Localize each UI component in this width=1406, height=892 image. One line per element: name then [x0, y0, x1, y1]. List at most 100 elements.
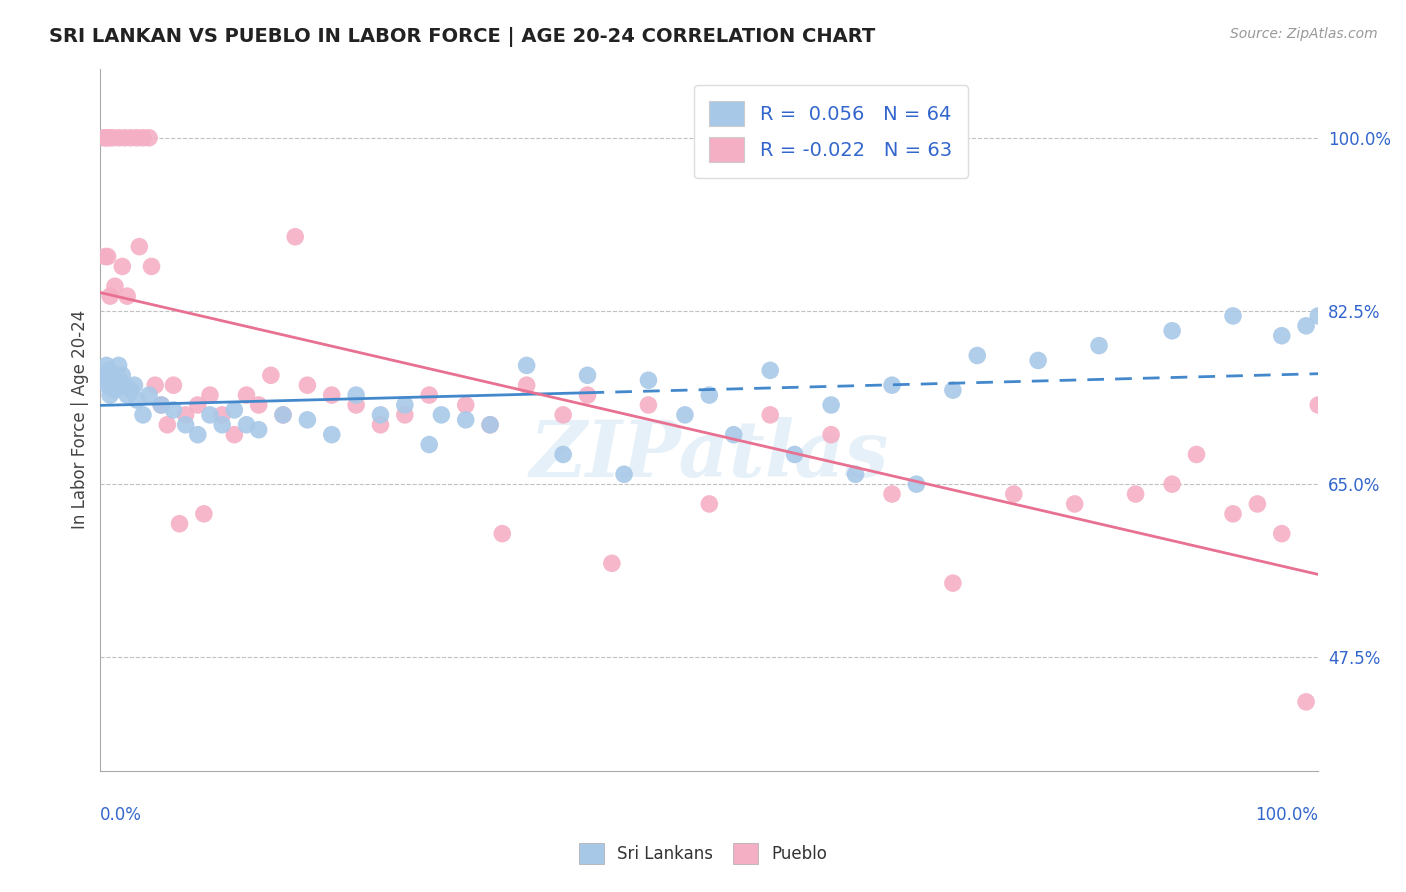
- Legend: R =  0.056   N = 64, R = -0.022   N = 63: R = 0.056 N = 64, R = -0.022 N = 63: [693, 86, 967, 178]
- Point: [321, 427, 343, 442]
- Point: [454, 413, 477, 427]
- Point: [128, 240, 150, 254]
- Point: [235, 417, 257, 432]
- Point: [820, 398, 842, 412]
- Point: [132, 408, 155, 422]
- Point: [271, 408, 294, 422]
- Point: [114, 378, 136, 392]
- Point: [104, 279, 127, 293]
- Point: [211, 417, 233, 432]
- Point: [697, 388, 720, 402]
- Point: [1308, 309, 1330, 323]
- Point: [138, 388, 160, 402]
- Point: [120, 383, 142, 397]
- Point: [942, 576, 965, 591]
- Point: [132, 130, 155, 145]
- Point: [966, 349, 988, 363]
- Point: [138, 130, 160, 145]
- Point: [193, 507, 215, 521]
- Point: [553, 447, 575, 461]
- Point: [187, 398, 209, 412]
- Point: [111, 260, 134, 274]
- Text: Source: ZipAtlas.com: Source: ZipAtlas.com: [1230, 27, 1378, 41]
- Point: [344, 388, 367, 402]
- Point: [98, 388, 121, 402]
- Point: [224, 427, 246, 442]
- Point: [115, 388, 138, 402]
- Point: [820, 427, 842, 442]
- Point: [100, 368, 122, 383]
- Point: [96, 359, 118, 373]
- Point: [576, 388, 599, 402]
- Point: [141, 260, 163, 274]
- Point: [905, 477, 928, 491]
- Point: [108, 373, 131, 387]
- Point: [156, 417, 179, 432]
- Point: [418, 388, 440, 402]
- Point: [479, 417, 502, 432]
- Point: [150, 398, 173, 412]
- Point: [103, 378, 125, 392]
- Point: [430, 408, 453, 422]
- Text: 0.0%: 0.0%: [100, 806, 142, 824]
- Point: [98, 289, 121, 303]
- Legend: Sri Lankans, Pueblo: Sri Lankans, Pueblo: [572, 837, 834, 871]
- Point: [880, 487, 903, 501]
- Point: [198, 408, 221, 422]
- Point: [491, 526, 513, 541]
- Point: [697, 497, 720, 511]
- Point: [454, 398, 477, 412]
- Point: [187, 427, 209, 442]
- Point: [120, 130, 142, 145]
- Point: [1161, 477, 1184, 491]
- Point: [321, 388, 343, 402]
- Point: [1295, 695, 1317, 709]
- Point: [107, 378, 129, 392]
- Point: [394, 408, 416, 422]
- Point: [143, 378, 166, 392]
- Point: [101, 373, 124, 387]
- Text: ZIPatlas: ZIPatlas: [530, 417, 889, 493]
- Point: [516, 359, 538, 373]
- Point: [880, 378, 903, 392]
- Point: [224, 403, 246, 417]
- Point: [101, 130, 124, 145]
- Point: [344, 398, 367, 412]
- Point: [673, 408, 696, 422]
- Point: [1185, 447, 1208, 461]
- Point: [1222, 309, 1244, 323]
- Point: [1026, 353, 1049, 368]
- Point: [260, 368, 283, 383]
- Point: [613, 467, 636, 482]
- Point: [235, 388, 257, 402]
- Point: [96, 130, 118, 145]
- Point: [97, 378, 120, 392]
- Point: [1161, 324, 1184, 338]
- Point: [1271, 328, 1294, 343]
- Point: [271, 408, 294, 422]
- Point: [211, 408, 233, 422]
- Point: [174, 417, 197, 432]
- Point: [516, 378, 538, 392]
- Point: [105, 368, 128, 383]
- Y-axis label: In Labor Force | Age 20-24: In Labor Force | Age 20-24: [72, 310, 89, 530]
- Point: [1295, 318, 1317, 333]
- Point: [97, 250, 120, 264]
- Point: [479, 417, 502, 432]
- Point: [297, 413, 319, 427]
- Point: [247, 423, 270, 437]
- Point: [115, 289, 138, 303]
- Point: [162, 403, 184, 417]
- Point: [93, 130, 115, 145]
- Point: [844, 467, 866, 482]
- Point: [418, 437, 440, 451]
- Point: [93, 373, 115, 387]
- Point: [125, 130, 148, 145]
- Point: [150, 398, 173, 412]
- Point: [1002, 487, 1025, 501]
- Point: [1308, 398, 1330, 412]
- Point: [107, 130, 129, 145]
- Point: [1063, 497, 1085, 511]
- Point: [111, 368, 134, 383]
- Point: [637, 398, 659, 412]
